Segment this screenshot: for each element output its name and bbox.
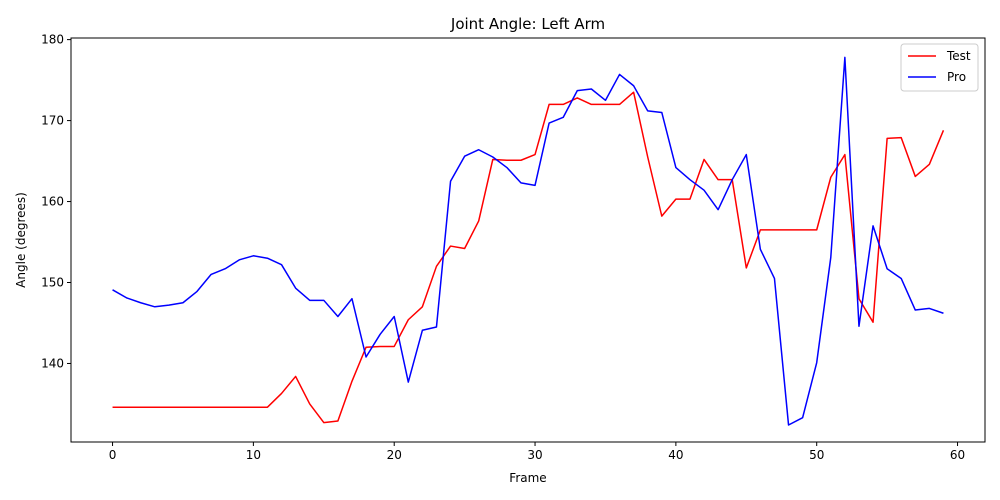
x-tick-label: 50: [809, 448, 824, 462]
legend: Test Pro: [900, 43, 979, 92]
x-tick-label: 20: [387, 448, 402, 462]
y-tick-label: 140: [41, 356, 64, 370]
x-axis: 0 10 20 30 40 50 60: [109, 442, 965, 462]
x-tick-label: 10: [246, 448, 261, 462]
plot-lines: [112, 56, 945, 426]
y-axis: 140 150 160 170 180: [41, 33, 71, 370]
y-tick-label: 180: [41, 33, 64, 47]
y-tick-label: 150: [41, 276, 64, 290]
x-tick-label: 40: [668, 448, 683, 462]
series-line-pro: [112, 56, 944, 426]
chart-title: Joint Angle: Left Arm: [450, 15, 605, 33]
plot-frame: [70, 37, 986, 443]
x-tick-label: 0: [109, 448, 117, 462]
y-axis-label: Angle (degrees): [14, 192, 28, 288]
x-tick-label: 60: [950, 448, 965, 462]
y-tick-label: 160: [41, 195, 64, 209]
legend-label-test: Test: [946, 49, 971, 63]
y-tick-label: 170: [41, 114, 64, 128]
x-tick-label: 30: [527, 448, 542, 462]
series-line-test: [112, 91, 945, 424]
x-axis-label: Frame: [509, 471, 546, 485]
legend-label-pro: Pro: [947, 70, 966, 84]
